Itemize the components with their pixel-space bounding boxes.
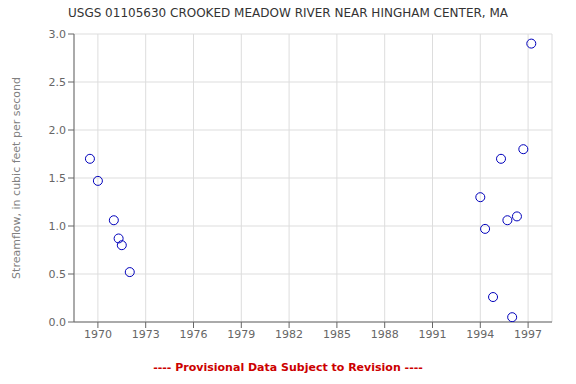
html-text:---- Provisional Data Subject: ---- Provisional Data Subject to Revisio… (153, 361, 423, 374)
svg-text:1973: 1973 (132, 328, 160, 341)
svg-text:Streamflow, in cubic feet per: Streamflow, in cubic feet per second (10, 77, 23, 279)
svg-text:1.5: 1.5 (49, 172, 67, 185)
html-text:USGS 01105630 CROOKED MEADOW R: USGS 01105630 CROOKED MEADOW RIVER NEAR … (68, 6, 508, 20)
svg-text:2.5: 2.5 (49, 76, 67, 89)
svg-text:1997: 1997 (514, 328, 542, 341)
svg-text:2.0: 2.0 (49, 124, 67, 137)
svg-text:1976: 1976 (180, 328, 208, 341)
svg-text:1991: 1991 (419, 328, 447, 341)
svg-text:1982: 1982 (275, 328, 303, 341)
svg-text:0.0: 0.0 (49, 316, 67, 329)
svg-text:1988: 1988 (371, 328, 399, 341)
svg-text:3.0: 3.0 (49, 28, 67, 41)
svg-text:0.5: 0.5 (49, 268, 67, 281)
svg-text:1.0: 1.0 (49, 220, 67, 233)
svg-text:1994: 1994 (466, 328, 494, 341)
svg-text:1979: 1979 (227, 328, 255, 341)
svg-text:1985: 1985 (323, 328, 351, 341)
svg-text:1970: 1970 (84, 328, 112, 341)
